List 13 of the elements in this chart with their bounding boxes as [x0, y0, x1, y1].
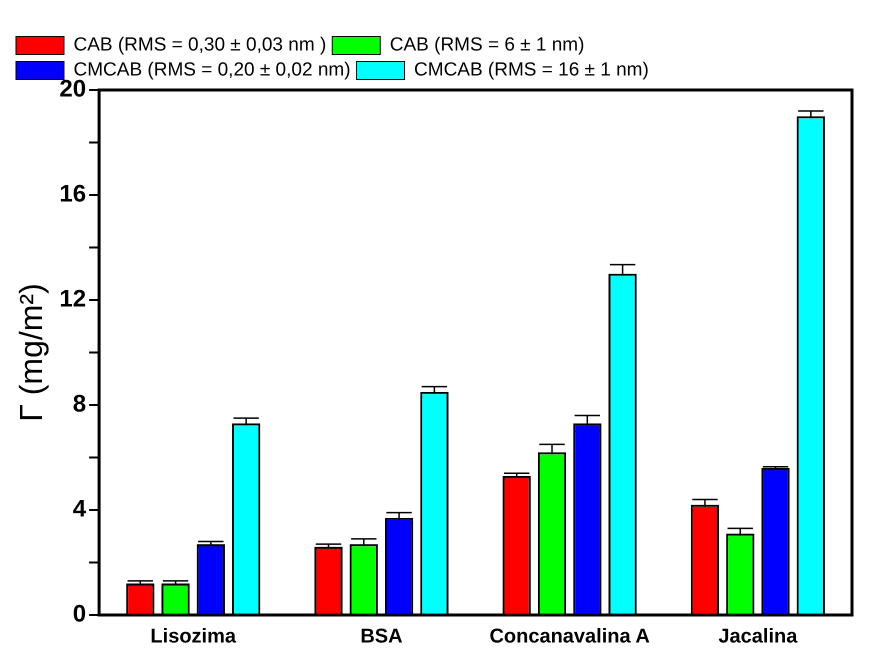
y-tick-label: 0 [72, 600, 86, 628]
legend-label: CAB (RMS = 0,30 ± 0,03 nm ) [74, 34, 326, 56]
y-tick-label: 8 [72, 390, 86, 418]
x-tick-label: Lisozima [150, 626, 237, 648]
x-tick-label: Concanavalina A [489, 626, 650, 648]
legend-label: CAB (RMS = 6 ± 1 nm) [390, 34, 584, 56]
y-axis-title: Γ (mg/m²) [13, 283, 50, 422]
legend-label: CMCAB (RMS = 16 ± 1 nm) [414, 60, 649, 81]
x-tick-label: Jacalina [718, 626, 798, 648]
x-tick-label: BSA [360, 626, 403, 648]
y-tick-label: 4 [72, 496, 87, 523]
y-tick-label: 16 [59, 180, 86, 208]
y-tick-label: 12 [59, 286, 86, 313]
